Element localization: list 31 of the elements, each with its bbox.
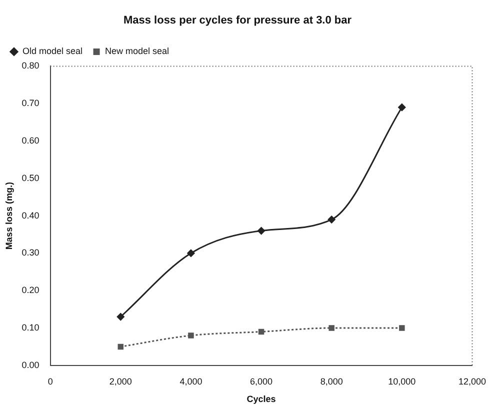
point [398,104,406,112]
point [258,227,266,235]
point [118,344,124,350]
x-tick-label: 6,000 [250,376,273,386]
y-tick-label: 0.10 [22,322,40,332]
y-tick-label: 0.40 [22,210,40,220]
x-tick-label: 8,000 [320,376,343,386]
point [328,325,334,331]
x-tick-label: 4,000 [180,376,202,386]
point [328,216,336,224]
y-tick-label: 0.20 [22,285,40,296]
point [187,249,195,257]
chart-title: Mass loss per cycles for pressure at 3.0 bar [123,14,352,27]
legend-label: New model seal [105,46,170,56]
x-tick-label: 0 [48,376,53,386]
x-tick-label: 12,000 [458,376,486,386]
point [258,328,264,335]
y-axis-title: Mass loss (mg.) [4,182,14,250]
y-tick-label: 0.50 [22,172,40,183]
y-tick-label: 0.30 [22,248,40,258]
x-axis-title: Cycles [246,394,276,404]
x-tick-label: 2,000 [109,376,132,386]
point [188,332,194,338]
point [399,325,405,331]
y-tick-label: 0.00 [22,360,40,370]
y-tick-label: 0.60 [22,135,40,146]
y-tick-label: 0.80 [22,60,40,71]
y-tick-label: 0.70 [22,98,40,108]
x-tick-label: 10,000 [388,376,416,386]
point [116,313,124,321]
legend-label: Old model seal [22,46,83,56]
